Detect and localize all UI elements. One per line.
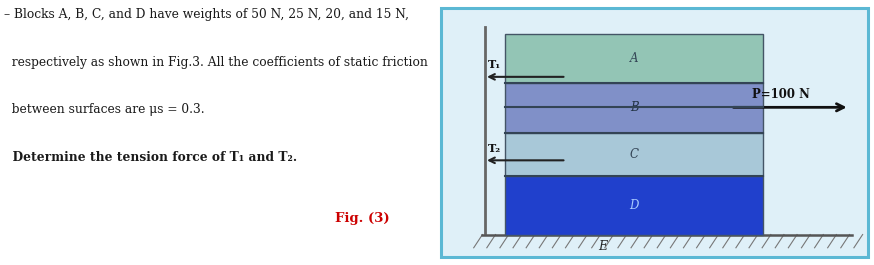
Bar	[441, 8, 868, 257]
Text: T₂: T₂	[488, 143, 501, 154]
Bar	[505, 132, 763, 176]
Text: B: B	[630, 101, 638, 114]
Text: T₁: T₁	[488, 59, 501, 70]
Bar	[505, 83, 763, 132]
Text: E: E	[599, 240, 607, 254]
Text: D: D	[629, 199, 639, 212]
Text: Fig. (3): Fig. (3)	[336, 212, 390, 225]
Text: Determine the tension force of T₁ and T₂.: Determine the tension force of T₁ and T₂…	[4, 151, 297, 164]
Text: between surfaces are μs = 0.3.: between surfaces are μs = 0.3.	[4, 103, 205, 116]
Text: P=100 N: P=100 N	[752, 87, 809, 101]
Bar	[505, 176, 763, 235]
Bar	[505, 34, 763, 83]
Text: C: C	[629, 148, 639, 161]
Text: A: A	[630, 52, 638, 65]
Text: respectively as shown in Fig.3. All the coefficients of static friction: respectively as shown in Fig.3. All the …	[4, 56, 428, 69]
Text: – Blocks A, B, C, and D have weights of 50 N, 25 N, 20, and 15 N,: – Blocks A, B, C, and D have weights of …	[4, 8, 409, 21]
